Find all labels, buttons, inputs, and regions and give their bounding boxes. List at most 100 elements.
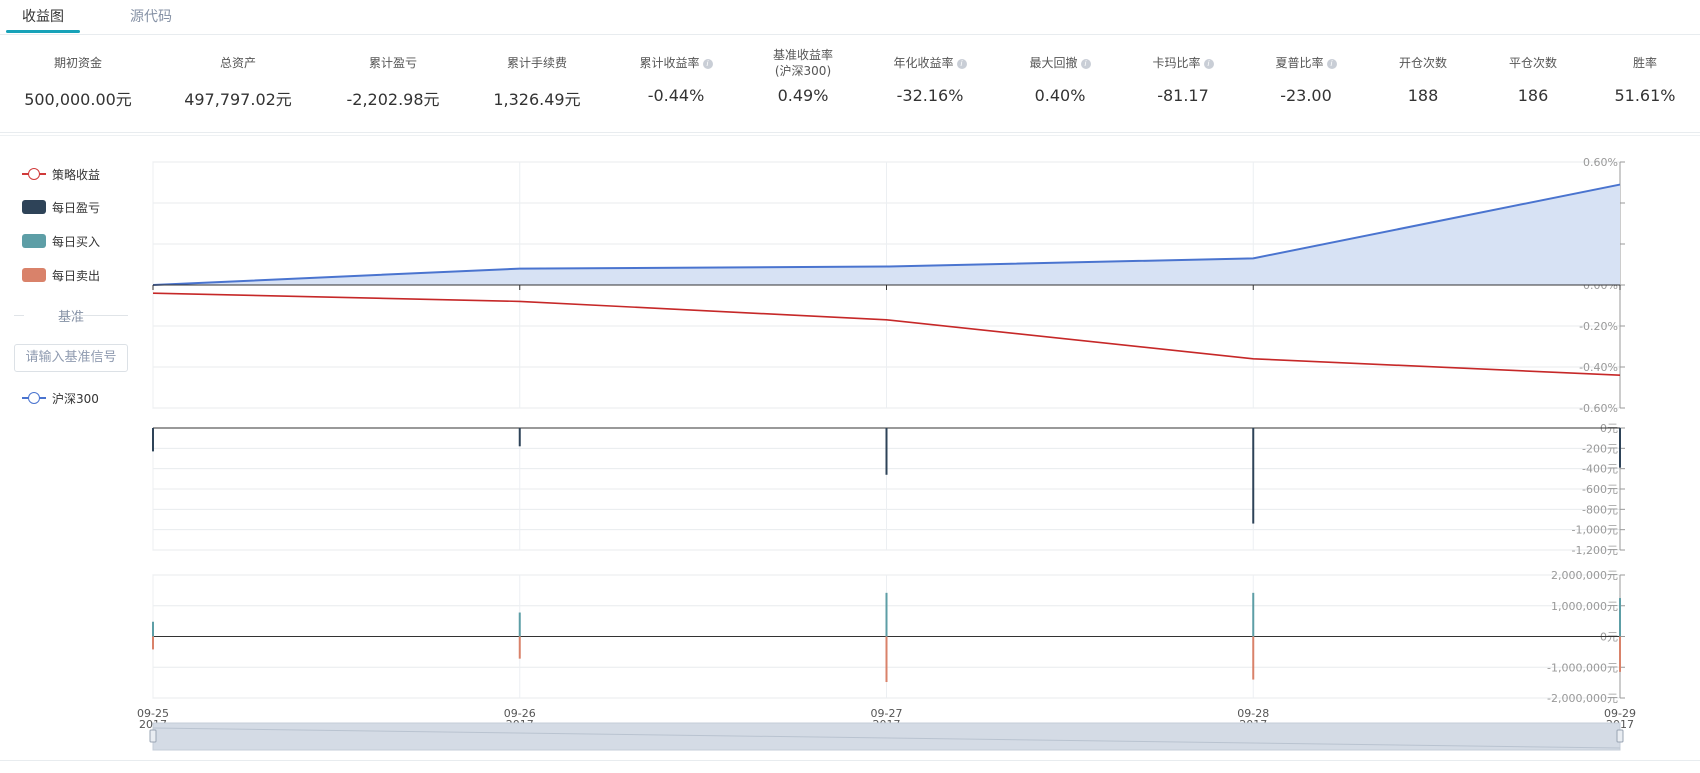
bar <box>1252 428 1255 524</box>
y-tick-label: -1,000元 <box>1572 524 1618 537</box>
stat-card: 平仓次数 186 <box>1468 48 1598 105</box>
bar <box>885 592 888 637</box>
info-icon[interactable]: i <box>1203 58 1214 69</box>
x-tick-date: 09-28 <box>1237 707 1269 720</box>
y-tick-label: -600元 <box>1582 483 1618 496</box>
stat-card: 累计盈亏 -2,202.98元 <box>328 48 458 110</box>
divider <box>0 135 1700 136</box>
stat-card: 累计收益率 i -0.44% <box>611 48 741 105</box>
stat-card: 夏普比率 i -23.00 <box>1241 48 1371 105</box>
stat-card: 开仓次数 188 <box>1358 48 1488 105</box>
datazoom-slider <box>152 722 1621 751</box>
legend-item-daily-pnl[interactable]: 每日盈亏 <box>22 197 100 217</box>
stat-value: 497,797.02元 <box>184 90 292 109</box>
bar <box>518 612 521 637</box>
benchmark-input[interactable] <box>14 344 128 372</box>
line-circle-icon <box>22 392 46 404</box>
color-swatch-icon <box>22 234 46 248</box>
bar <box>1252 636 1255 680</box>
bar <box>152 428 154 452</box>
y-tick-label: 0.60% <box>1583 156 1618 169</box>
info-icon[interactable]: i <box>956 58 967 69</box>
legend-label: 每日盈亏 <box>52 200 101 215</box>
stat-value: 1,326.49元 <box>493 90 581 109</box>
stat-label-text: 期初资金 <box>53 56 102 70</box>
tab-source-code[interactable]: 源代码 <box>130 9 172 25</box>
legend-label: 每日买入 <box>52 234 101 249</box>
stat-value: -2,202.98元 <box>346 90 440 109</box>
stat-label-text: 夏普比率 <box>1275 56 1324 70</box>
stat-label: 期初资金 <box>13 48 143 78</box>
datazoom-handle[interactable] <box>149 729 157 743</box>
datazoom-handle[interactable] <box>1616 729 1624 743</box>
legend-item-strategy-return[interactable]: 策略收益 <box>22 164 100 184</box>
stat-value: 186 <box>1517 86 1549 105</box>
stat-label-text: 胜率 <box>1632 56 1657 70</box>
x-tick-date: 09-25 <box>137 707 169 720</box>
stat-value: 500,000.00元 <box>24 90 132 109</box>
benchmark-area <box>153 184 1620 285</box>
bar <box>518 636 521 659</box>
tab-chart[interactable]: 收益图 <box>22 9 64 25</box>
color-swatch-icon <box>22 200 46 214</box>
stat-value: -23.00 <box>1280 86 1332 105</box>
stat-label-text: 卡玛比率 <box>1152 56 1201 70</box>
stat-label: 开仓次数 <box>1358 48 1488 78</box>
legend-item-daily-sell[interactable]: 每日卖出 <box>22 265 100 285</box>
stat-value: 188 <box>1407 86 1439 105</box>
y-tick-label: -1,200元 <box>1572 544 1618 557</box>
stat-label-text: 最大回撤 <box>1029 56 1078 70</box>
stat-value: 0.49% <box>777 86 829 105</box>
stat-label-text: 累计盈亏 <box>368 56 417 70</box>
stat-sublabel: (沪深300) <box>774 64 832 78</box>
stat-label-text: 累计手续费 <box>506 56 567 70</box>
stat-card: 胜率 51.61% <box>1580 48 1700 105</box>
info-icon[interactable]: i <box>702 58 713 69</box>
stat-label: 胜率 <box>1580 48 1700 78</box>
stat-label: 最大回撤 i <box>995 48 1125 78</box>
stat-value: 0.40% <box>1034 86 1086 105</box>
stat-card: 期初资金 500,000.00元 <box>13 48 143 110</box>
bar <box>152 621 154 637</box>
info-icon[interactable]: i <box>1080 58 1091 69</box>
bar <box>1619 598 1621 637</box>
bar <box>885 636 888 683</box>
legend-item-csi300[interactable]: 沪深300 <box>22 388 99 408</box>
stat-label-text: 年化收益率 <box>893 56 954 70</box>
stat-label-text: 开仓次数 <box>1398 56 1447 70</box>
y-tick-label: -0.20% <box>1579 320 1618 333</box>
stat-value: -81.17 <box>1157 86 1209 105</box>
bar <box>1619 428 1621 468</box>
stat-label-text: 平仓次数 <box>1508 56 1557 70</box>
legend-label: 策略收益 <box>52 167 101 182</box>
stat-card: 累计手续费 1,326.49元 <box>472 48 602 110</box>
divider <box>0 760 1700 761</box>
x-tick-date: 09-26 <box>504 707 536 720</box>
stat-card: 总资产 497,797.02元 <box>173 48 303 110</box>
legend-item-daily-buy[interactable]: 每日买入 <box>22 231 100 251</box>
legend-label: 沪深300 <box>52 391 99 406</box>
stat-card: 卡玛比率 i -81.17 <box>1118 48 1248 105</box>
info-icon[interactable]: i <box>1326 58 1337 69</box>
y-tick-label: -400元 <box>1582 463 1618 476</box>
stat-label: 总资产 <box>173 48 303 78</box>
legend-label: 每日卖出 <box>52 268 101 283</box>
stat-card: 基准收益率 (沪深300) 0.49% <box>738 48 868 105</box>
y-tick-label: -0.40% <box>1579 361 1618 374</box>
datazoom-shadow-line <box>152 727 1621 749</box>
x-tick-date: 09-27 <box>871 707 903 720</box>
divider <box>0 132 1700 133</box>
stat-label-text: 总资产 <box>219 56 256 70</box>
y-tick-label: 2,000,000元 <box>1551 569 1618 582</box>
y-tick-label: -800元 <box>1582 503 1618 516</box>
line-circle-icon <box>22 168 46 180</box>
bar <box>1619 636 1621 672</box>
x-tick-date: 09-29 <box>1604 707 1636 720</box>
bar <box>885 428 888 475</box>
y-tick-label: -2,000,000元 <box>1547 692 1618 705</box>
bar <box>1252 592 1255 637</box>
benchmark-section-title: 基准 <box>14 306 128 325</box>
stat-label: 夏普比率 i <box>1241 48 1371 78</box>
stat-label-text: 基准收益率 <box>772 48 833 62</box>
